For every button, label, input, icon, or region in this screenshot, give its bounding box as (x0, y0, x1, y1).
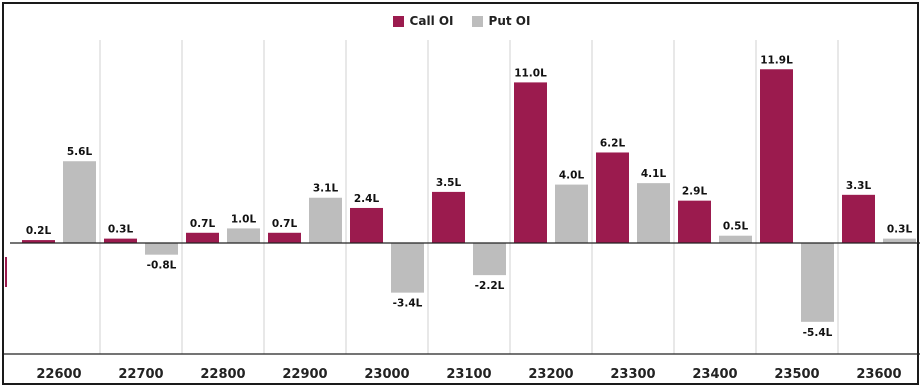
put-oi-label-22700: -0.8L (147, 260, 177, 272)
put-oi-bar-23400 (719, 235, 752, 243)
call-oi-label-22800: 0.7L (190, 218, 216, 230)
legend-swatch-call (392, 15, 404, 27)
call-oi-label-22900: 0.7L (272, 218, 298, 230)
category-label-22900: 22900 (282, 367, 327, 382)
put-oi-bar-22700 (145, 243, 178, 255)
put-oi-bar-22800 (227, 228, 260, 243)
put-oi-label-23300: 4.1L (641, 168, 667, 180)
call-oi-label-23600: 3.3L (846, 180, 872, 192)
put-oi-bar-22600 (63, 161, 96, 243)
call-oi-label-23500: 11.9L (760, 54, 793, 66)
call-oi-label-23200: 11.0L (514, 67, 547, 79)
category-label-23200: 23200 (528, 367, 573, 382)
category-label-23000: 23000 (364, 367, 409, 382)
call-oi-bar-23000 (350, 207, 383, 243)
put-oi-label-22600: 5.6L (67, 146, 93, 158)
put-oi-label-23000: -3.4L (393, 298, 423, 310)
call-oi-label-22700: 0.3L (108, 224, 134, 236)
call-oi-bar-23600 (842, 194, 875, 243)
put-oi-label-22800: 1.0L (231, 213, 257, 225)
legend-item-call[interactable]: Call OI (392, 14, 454, 28)
put-oi-bar-23300 (637, 183, 670, 243)
legend-item-put[interactable]: Put OI (471, 14, 531, 28)
call-oi-bar-23500 (760, 69, 793, 243)
call-oi-bar-23300 (596, 152, 629, 243)
call-oi-label-23400: 2.9L (682, 186, 708, 198)
category-label-23400: 23400 (692, 367, 737, 382)
put-oi-bar-23600 (883, 238, 916, 243)
call-oi-bar-23200 (514, 82, 547, 244)
category-label-23600: 23600 (856, 367, 901, 382)
put-oi-bar-23200 (555, 184, 588, 243)
call-oi-bar-23400 (678, 200, 711, 243)
put-oi-label-22900: 3.1L (313, 183, 339, 195)
put-oi-label-23400: 0.5L (723, 221, 749, 233)
put-oi-label-23100: -2.2L (475, 280, 505, 292)
put-oi-label-23200: 4.0L (559, 170, 585, 182)
put-oi-label-23600: 0.3L (887, 224, 913, 236)
call-oi-bar-22700 (104, 238, 137, 243)
call-oi-label-22600: 0.2L (26, 225, 52, 237)
put-oi-bar-23100 (473, 243, 506, 276)
call-oi-bar-22600 (22, 240, 55, 243)
category-label-23300: 23300 (610, 367, 655, 382)
legend: Call OI Put OI (0, 14, 923, 28)
put-oi-bar-23000 (391, 243, 424, 293)
legend-swatch-put (471, 15, 483, 27)
call-oi-bar-23100 (432, 191, 465, 243)
category-label-22700: 22700 (118, 367, 163, 382)
legend-label-put: Put OI (488, 14, 531, 28)
category-label-23100: 23100 (446, 367, 491, 382)
category-label-22600: 22600 (36, 367, 81, 382)
put-oi-bar-22900 (309, 197, 342, 243)
category-label-23500: 23500 (774, 367, 819, 382)
category-label-22800: 22800 (200, 367, 245, 382)
call-oi-bar-22900 (268, 232, 301, 243)
call-oi-label-23300: 6.2L (600, 137, 626, 149)
put-oi-bar-23500 (801, 243, 834, 322)
call-oi-label-23100: 3.5L (436, 177, 462, 189)
call-oi-label-23000: 2.4L (354, 193, 380, 205)
legend-label-call: Call OI (409, 14, 454, 28)
put-oi-label-23500: -5.4L (803, 327, 833, 339)
call-oi-bar-22800 (186, 232, 219, 243)
